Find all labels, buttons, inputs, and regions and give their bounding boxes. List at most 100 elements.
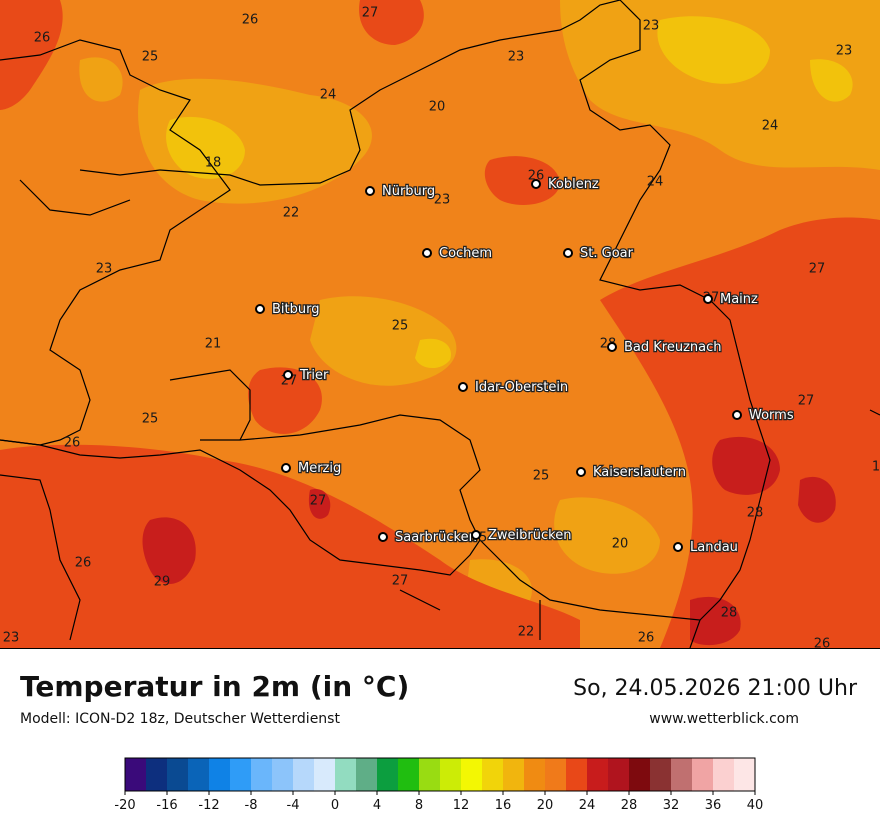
legend-border bbox=[124, 757, 756, 792]
city-marker[interactable]: Kaiserslautern bbox=[576, 464, 687, 481]
city-dot bbox=[365, 186, 375, 196]
legend-color-segment bbox=[167, 758, 189, 791]
city-dot bbox=[471, 530, 481, 540]
city-marker[interactable]: St. Goar bbox=[563, 245, 635, 262]
temperature-value-label: 28 bbox=[721, 606, 738, 621]
city-marker[interactable]: Idar-Oberstein bbox=[458, 379, 569, 396]
legend-color-segment bbox=[272, 758, 294, 791]
city-label: Trier bbox=[299, 368, 329, 383]
temperature-value-label: 27 bbox=[362, 6, 379, 21]
legend-canvas: -20 -16 -12 -8 -4 0 4 8 12 16 20 24 28 32 36 40 bbox=[114, 757, 764, 813]
website-link[interactable]: www.wetterblick.com bbox=[649, 711, 799, 727]
city-label: Nürburg bbox=[382, 184, 435, 199]
legend-color-segment bbox=[524, 758, 546, 791]
temperature-value-label: 26 bbox=[75, 556, 92, 571]
legend-color-segment bbox=[608, 758, 630, 791]
temperature-value-label: 28 bbox=[747, 506, 764, 521]
legend-color-segment bbox=[314, 758, 336, 791]
temperature-value-label: 23 bbox=[96, 262, 113, 277]
forecast-datetime: So, 24.05.2026 21:00 Uhr bbox=[573, 676, 857, 701]
legend-color-segment bbox=[230, 758, 252, 791]
legend-tick-label: 24 bbox=[579, 798, 596, 813]
legend-color-segment bbox=[398, 758, 420, 791]
legend-tick-label: 28 bbox=[621, 798, 638, 813]
city-markers: Nürburg Koblenz Cochem St. Goar Mainz Bitburg… bbox=[255, 176, 795, 556]
temperature-value-label: 25 bbox=[392, 319, 409, 334]
temperature-value-label: 26 bbox=[34, 31, 51, 46]
temperature-value-label: 22 bbox=[518, 625, 535, 640]
temperature-field-coolest bbox=[166, 16, 853, 369]
city-marker[interactable]: Landau bbox=[673, 539, 739, 556]
legend-color-segment bbox=[545, 758, 567, 791]
city-marker[interactable]: Zweibrücken bbox=[471, 527, 573, 544]
city-dot bbox=[422, 248, 432, 258]
temperature-field-hot bbox=[142, 436, 836, 646]
city-label: Worms bbox=[749, 408, 794, 423]
city-marker[interactable]: Worms bbox=[732, 407, 795, 424]
city-marker[interactable]: Koblenz bbox=[531, 176, 600, 193]
temperature-value-label: 27 bbox=[809, 262, 826, 277]
temperature-value-label: 27 bbox=[310, 494, 327, 509]
legend-color-segment bbox=[713, 758, 735, 791]
city-marker[interactable]: Cochem bbox=[422, 245, 493, 262]
city-label: Landau bbox=[690, 540, 738, 555]
temperature-value-label: 26 bbox=[242, 13, 259, 28]
city-label: Bitburg bbox=[272, 302, 320, 317]
city-marker[interactable]: Saarbrücken bbox=[378, 529, 478, 546]
city-marker[interactable]: Trier bbox=[283, 367, 330, 384]
legend-color-segment bbox=[587, 758, 609, 791]
city-label: Mainz bbox=[720, 292, 758, 307]
temperature-value-label: 25 bbox=[142, 412, 159, 427]
city-label: Merzig bbox=[298, 461, 341, 476]
city-marker[interactable]: Bad Kreuznach bbox=[607, 339, 723, 356]
city-dot bbox=[732, 410, 742, 420]
legend-color-segment bbox=[734, 758, 756, 791]
city-marker[interactable]: Nürburg bbox=[365, 183, 436, 200]
model-source: Modell: ICON-D2 18z, Deutscher Wetterdie… bbox=[20, 711, 340, 727]
temperature-value-label: 25 bbox=[533, 469, 550, 484]
map-title: Temperatur in 2m (in °C) bbox=[20, 670, 410, 703]
city-marker[interactable]: Mainz bbox=[703, 291, 759, 308]
temperature-value-label: 24 bbox=[647, 175, 664, 190]
city-dot bbox=[458, 382, 468, 392]
temperature-value-label: 23 bbox=[508, 50, 525, 65]
legend-color-segment bbox=[629, 758, 651, 791]
city-label: Cochem bbox=[439, 246, 492, 261]
administrative-borders bbox=[0, 0, 880, 648]
temperature-map[interactable]: 26 27 26 25 23 23 23 24 20 24 18 23 26 24 22 23 27 25 21 28… bbox=[0, 0, 880, 649]
legend-color-segment bbox=[440, 758, 462, 791]
temperature-value-label: 21 bbox=[205, 337, 222, 352]
legend-color-segment bbox=[335, 758, 357, 791]
temperature-value-label: 23 bbox=[836, 44, 853, 59]
legend-color-segment bbox=[419, 758, 441, 791]
legend-tick-label: 4 bbox=[373, 798, 381, 813]
temperature-value-label: 1 bbox=[872, 460, 880, 475]
city-label: Koblenz bbox=[548, 177, 599, 192]
legend-color-segment bbox=[356, 758, 378, 791]
temperature-value-label: 23 bbox=[434, 193, 451, 208]
legend-color-segment bbox=[146, 758, 168, 791]
temperature-value-label: 25 bbox=[142, 50, 159, 65]
legend-tick-label: 12 bbox=[453, 798, 470, 813]
city-dot bbox=[378, 532, 388, 542]
temperature-value-label: 26 bbox=[64, 436, 81, 451]
temperature-value-label: 27 bbox=[798, 394, 815, 409]
legend-tick-label: 8 bbox=[415, 798, 423, 813]
color-legend: -20 -16 -12 -8 -4 0 4 8 12 16 20 24 28 32 36 40 bbox=[0, 750, 880, 830]
temperature-value-label: 24 bbox=[762, 119, 779, 134]
city-dot bbox=[531, 179, 541, 189]
temperature-value-label: 27 bbox=[392, 574, 409, 589]
city-label: Saarbrücken bbox=[395, 530, 477, 545]
temperature-field-warm bbox=[0, 0, 880, 648]
city-label: St. Goar bbox=[580, 246, 634, 261]
city-dot bbox=[563, 248, 573, 258]
legend-tick-label: 40 bbox=[747, 798, 764, 813]
legend-color-segment bbox=[377, 758, 399, 791]
temperature-value-label: 29 bbox=[154, 575, 171, 590]
city-marker[interactable]: Bitburg bbox=[255, 301, 321, 318]
city-label: Zweibrücken bbox=[488, 528, 571, 543]
temperature-value-label: 24 bbox=[320, 88, 337, 103]
legend-color-segment bbox=[650, 758, 672, 791]
city-dot bbox=[283, 370, 293, 380]
city-marker[interactable]: Merzig bbox=[281, 460, 343, 477]
